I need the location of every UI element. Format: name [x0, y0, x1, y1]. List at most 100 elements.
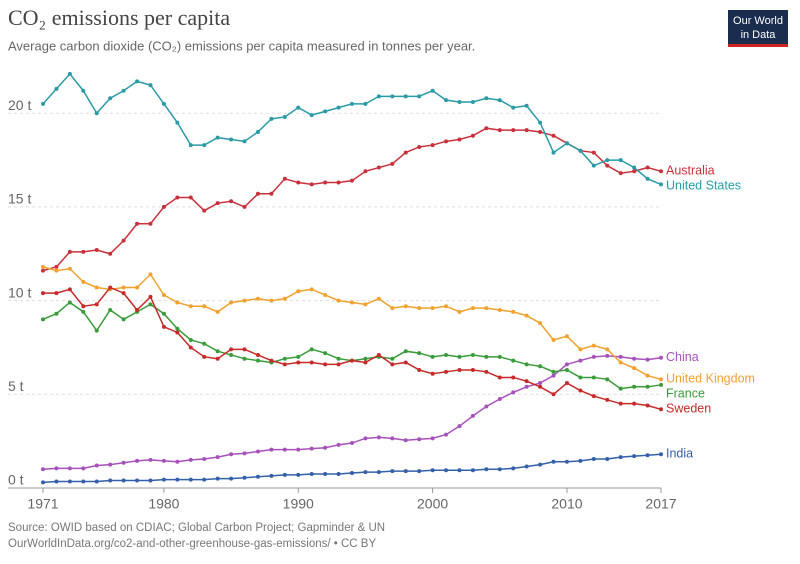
data-point	[511, 128, 516, 133]
data-point	[645, 357, 650, 362]
logo[interactable]: Our World in Data	[728, 10, 788, 47]
data-point	[524, 103, 529, 108]
data-point	[350, 358, 354, 363]
data-point	[188, 195, 193, 200]
data-point	[484, 467, 489, 472]
data-point	[336, 442, 341, 447]
data-point	[81, 304, 86, 309]
data-point	[269, 298, 274, 303]
data-point	[175, 326, 180, 331]
data-point	[403, 349, 408, 354]
data-point	[148, 221, 153, 226]
data-point	[618, 360, 623, 365]
data-point	[135, 478, 140, 483]
data-point	[403, 469, 408, 474]
data-point	[417, 437, 422, 442]
data-point	[618, 171, 623, 176]
data-point	[108, 251, 113, 256]
data-point	[81, 309, 86, 314]
logo-text: in Data	[741, 29, 777, 41]
data-point	[255, 358, 260, 363]
data-point	[659, 452, 663, 457]
data-point	[54, 86, 59, 91]
data-point	[591, 150, 596, 155]
data-point	[430, 354, 435, 359]
source: Source: OWID based on CDIAC; Global Carb…	[8, 522, 385, 534]
chart-title: CO₂ emissions per capita	[8, 5, 230, 30]
legend-label: Australia	[666, 164, 715, 178]
data-point	[94, 463, 99, 468]
data-point	[632, 366, 637, 371]
data-point	[444, 98, 449, 103]
legend-label: United States	[666, 179, 741, 193]
data-point	[202, 354, 207, 359]
data-point	[336, 471, 341, 476]
data-point	[323, 351, 328, 356]
data-point	[135, 458, 140, 463]
y-tick-label: 15 t	[8, 191, 31, 207]
data-point	[444, 369, 449, 374]
data-point	[403, 94, 408, 99]
data-point	[67, 300, 72, 305]
data-point	[202, 477, 207, 482]
data-point	[511, 390, 516, 395]
data-point	[282, 114, 287, 119]
data-point	[618, 401, 623, 406]
data-point	[578, 358, 583, 363]
data-point	[497, 467, 502, 472]
data-point	[215, 476, 220, 481]
source-url[interactable]: OurWorldInData.org/co2-and-other-greenho…	[8, 538, 376, 550]
data-point	[336, 105, 341, 110]
data-point	[242, 139, 247, 144]
data-point	[363, 470, 368, 475]
data-point	[551, 392, 556, 397]
data-point	[363, 169, 368, 174]
data-point	[538, 120, 543, 125]
data-point	[296, 105, 301, 110]
data-point	[121, 291, 126, 296]
legend-label: China	[666, 350, 699, 364]
series	[41, 452, 663, 485]
data-point	[430, 88, 435, 93]
x-tick-label: 2000	[417, 496, 448, 512]
data-point	[350, 471, 354, 476]
data-point	[148, 294, 153, 299]
data-point	[444, 468, 449, 473]
x-tick-label: 2017	[645, 496, 676, 512]
x-tick-label: 1971	[27, 496, 58, 512]
data-point	[188, 337, 193, 342]
data-point	[551, 459, 556, 464]
data-point	[269, 116, 274, 121]
data-point	[605, 158, 610, 163]
data-point	[524, 362, 529, 367]
data-point	[484, 306, 489, 311]
data-point	[41, 264, 45, 269]
data-point	[54, 268, 59, 273]
data-point	[54, 311, 59, 316]
data-point	[605, 397, 610, 402]
data-point	[376, 296, 381, 301]
data-point	[242, 204, 247, 209]
data-point	[551, 150, 556, 155]
data-point	[67, 479, 72, 484]
data-point	[67, 287, 72, 292]
data-point	[54, 264, 59, 269]
data-point	[323, 362, 328, 367]
data-point	[484, 404, 489, 409]
legend-label: India	[666, 447, 693, 461]
legend-label: France	[666, 387, 705, 401]
data-point	[121, 317, 126, 322]
data-point	[269, 358, 274, 363]
data-point	[632, 384, 637, 389]
data-point	[484, 354, 489, 359]
data-point	[161, 292, 166, 297]
data-point	[282, 176, 287, 181]
data-point	[108, 285, 113, 290]
data-point	[309, 182, 314, 187]
series-line	[42, 301, 662, 390]
x-tick-label: 2010	[551, 496, 582, 512]
data-point	[108, 96, 113, 101]
data-point	[618, 158, 623, 163]
data-point	[148, 83, 153, 88]
data-point	[350, 441, 354, 446]
